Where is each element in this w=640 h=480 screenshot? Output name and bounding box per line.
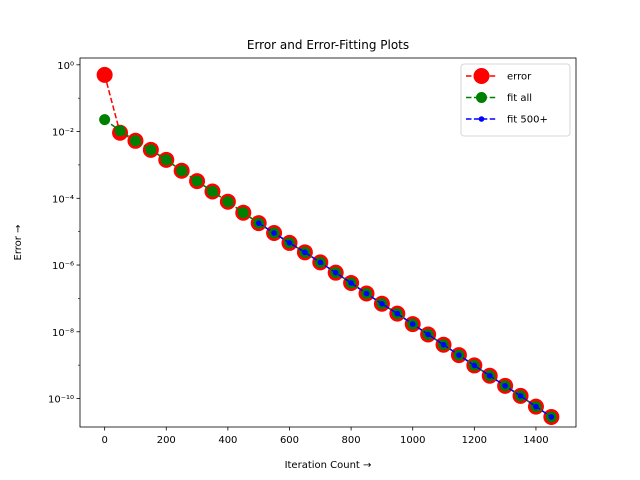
- data-point: [191, 175, 203, 187]
- y-axis-ticks: 10⁰ 10⁻² 10⁻⁴ 10⁻⁶ 10⁻⁸ 10⁻¹⁰: [48, 61, 80, 406]
- x-tick-label: 600: [280, 435, 299, 446]
- y-axis-label: Error →: [13, 225, 24, 261]
- y-tick-label: 10⁻¹⁰: [48, 395, 74, 406]
- data-point: [548, 414, 555, 420]
- data-point: [409, 321, 416, 327]
- x-tick-label: 1400: [523, 435, 548, 446]
- series-line: [258, 222, 552, 418]
- data-point: [129, 135, 141, 147]
- data-point: [379, 300, 385, 307]
- data-point: [114, 125, 126, 137]
- data-point: [363, 290, 370, 297]
- x-tick-label: 0: [101, 435, 107, 446]
- y-tick-label: 10⁻⁴: [52, 194, 74, 205]
- legend-entry: fit 500+: [466, 115, 548, 126]
- data-point: [176, 165, 188, 177]
- data-point: [286, 240, 293, 246]
- data-point: [332, 269, 339, 276]
- data-point: [271, 230, 277, 236]
- legend-marker: [478, 116, 485, 122]
- legend-label: error: [507, 72, 532, 83]
- data-point: [99, 114, 111, 126]
- data-point: [302, 249, 308, 256]
- data-point: [456, 352, 462, 358]
- data-point: [425, 331, 431, 338]
- x-tick-label: 400: [218, 435, 237, 446]
- legend-label: fit all: [507, 93, 532, 104]
- data-point: [502, 383, 508, 389]
- x-tick-label: 1200: [462, 435, 487, 446]
- series-layer: [96, 66, 560, 425]
- x-axis-ticks: 0 200 400 600 800 1000 1200 1400: [101, 427, 549, 446]
- legend-label: fit 500+: [507, 115, 548, 126]
- x-tick-label: 200: [157, 435, 176, 446]
- x-axis-label: Iteration Count →: [285, 460, 372, 471]
- legend: error fit all fit 500+: [460, 63, 571, 137]
- legend-entry: error: [466, 68, 532, 84]
- data-point: [394, 310, 401, 317]
- plot-frame: [79, 57, 577, 428]
- data-point: [471, 362, 478, 369]
- data-point: [486, 372, 493, 379]
- data-point: [160, 154, 172, 166]
- y-tick-label: 10⁻⁶: [52, 261, 74, 272]
- data-point: [348, 280, 354, 286]
- y-tick-label: 10⁰: [57, 61, 74, 72]
- data-point: [206, 185, 218, 197]
- x-tick-label: 800: [342, 435, 361, 446]
- data-point: [145, 144, 157, 156]
- data-point: [255, 220, 262, 226]
- series-fit-500-: [255, 220, 555, 420]
- x-tick-label: 1000: [400, 435, 425, 446]
- legend-box: [460, 63, 571, 137]
- legend-marker: [476, 92, 487, 103]
- data-point: [237, 207, 249, 219]
- data-point: [533, 403, 539, 410]
- chart-title: Error and Error-Fitting Plots: [247, 38, 409, 52]
- legend-marker: [473, 68, 490, 84]
- data-point: [317, 259, 324, 266]
- data-point: [517, 393, 524, 399]
- data-point: [96, 66, 113, 83]
- data-point: [222, 196, 234, 208]
- y-tick-label: 10⁻⁸: [52, 328, 74, 339]
- y-tick-label: 10⁻²: [52, 128, 74, 139]
- legend-entry: fit all: [466, 92, 532, 104]
- data-point: [440, 341, 447, 348]
